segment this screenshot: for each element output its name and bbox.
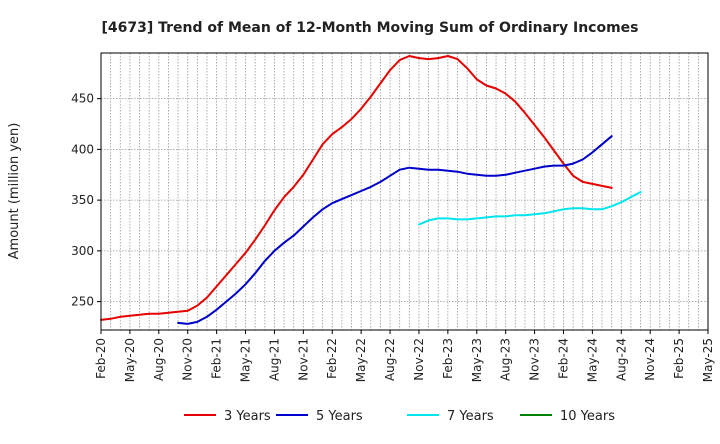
y-tick-label: 250 bbox=[71, 295, 94, 309]
x-tick-label: Nov-24 bbox=[643, 338, 657, 381]
x-tick-label: Nov-21 bbox=[296, 338, 310, 381]
x-tick-label: Feb-20 bbox=[94, 338, 108, 379]
series-line-7-years bbox=[418, 191, 642, 226]
x-tick-label: May-20 bbox=[123, 338, 137, 382]
x-tick-label: Aug-24 bbox=[614, 338, 628, 381]
x-tick-label: May-24 bbox=[585, 338, 599, 382]
x-tick-label: Aug-21 bbox=[267, 338, 281, 381]
x-tick-label: Feb-24 bbox=[556, 338, 570, 379]
x-tick-label: Nov-23 bbox=[528, 338, 542, 381]
x-tick-label: May-22 bbox=[354, 338, 368, 382]
y-tick-label: 400 bbox=[71, 142, 94, 156]
plot-frame bbox=[100, 52, 709, 331]
y-tick-layer: 250 300 350 400 450 bbox=[71, 92, 101, 309]
x-tick-layer: Feb-20 May-20 Aug-20 Nov-20 Feb-21 May-21 Aug-… bbox=[94, 330, 715, 382]
series-line-5-years bbox=[177, 135, 613, 325]
y-axis-label: Amount (million yen) bbox=[7, 123, 22, 260]
x-tick-label: Feb-23 bbox=[441, 338, 455, 379]
legend-label: 10 Years bbox=[560, 409, 615, 424]
x-tick-label: May-21 bbox=[239, 338, 253, 382]
series-line-3-years bbox=[100, 55, 613, 321]
x-tick-label: May-23 bbox=[470, 338, 484, 382]
x-tick-label: Feb-21 bbox=[210, 338, 224, 379]
x-tick-label: Nov-20 bbox=[181, 338, 195, 381]
x-tick-label: Feb-22 bbox=[325, 338, 339, 379]
x-tick-label: May-25 bbox=[701, 338, 715, 382]
y-tick-label: 300 bbox=[71, 244, 94, 258]
grid-layer bbox=[101, 53, 708, 330]
y-tick-label: 450 bbox=[71, 92, 94, 106]
x-tick-label: Aug-20 bbox=[152, 338, 166, 381]
x-tick-label: Nov-22 bbox=[412, 338, 426, 381]
y-tick-label: 350 bbox=[71, 193, 94, 207]
x-tick-label: Aug-22 bbox=[383, 338, 397, 381]
series-layer bbox=[100, 55, 642, 325]
x-tick-label: Aug-23 bbox=[499, 338, 513, 381]
legend-label: 3 Years bbox=[224, 409, 271, 424]
x-tick-label: Feb-25 bbox=[672, 338, 686, 379]
legend-label: 7 Years bbox=[447, 409, 494, 424]
legend: 3 Years 5 Years 7 Years 10 Years bbox=[184, 409, 615, 424]
legend-label: 5 Years bbox=[316, 409, 363, 424]
chart-title: [4673] Trend of Mean of 12-Month Moving … bbox=[101, 20, 638, 36]
